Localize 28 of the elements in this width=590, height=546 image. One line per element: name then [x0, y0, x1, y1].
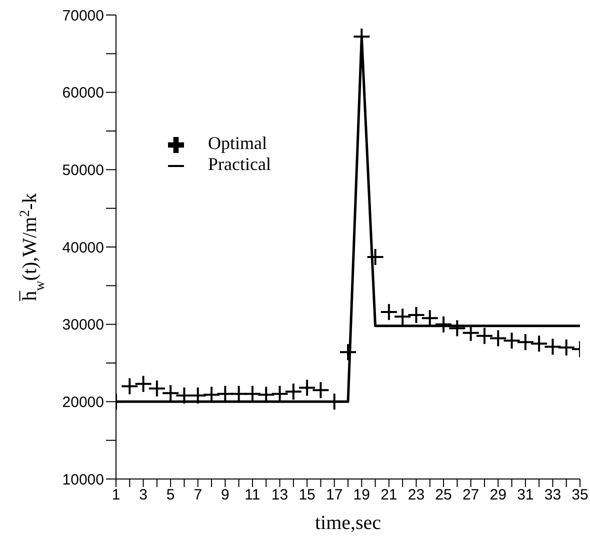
y-tick-label: 10000 [62, 471, 104, 488]
x-tick-label: 17 [326, 486, 343, 504]
y-tick-label: 30000 [62, 316, 104, 334]
x-tick-label: 19 [353, 486, 370, 504]
x-tick-label: 29 [490, 486, 506, 504]
x-tick-label: 33 [544, 486, 562, 504]
x-tick-label: 3 [139, 486, 148, 504]
x-tick-label: 31 [517, 486, 534, 504]
y-tick-label: 50000 [62, 162, 104, 179]
x-tick-label: 23 [408, 486, 425, 504]
x-tick-label: 35 [572, 486, 588, 504]
y-tick-label: 60000 [62, 84, 104, 102]
x-axis-title: time,sec [314, 512, 382, 534]
x-tick-label: 21 [380, 486, 398, 504]
x-tick-label: 27 [462, 486, 480, 504]
y-tick-label: 70000 [62, 7, 104, 24]
x-tick-label: 13 [271, 486, 288, 504]
y-tick-label: 40000 [62, 239, 104, 256]
x-tick-label: 15 [298, 486, 316, 504]
x-tick-label: 1 [112, 486, 120, 504]
x-tick-label: 5 [166, 486, 175, 504]
legend-label: Practical [208, 154, 271, 174]
x-tick-label: 11 [244, 486, 260, 504]
y-tick-label: 20000 [62, 394, 104, 411]
x-tick-label: 25 [435, 486, 452, 504]
x-tick-label: 9 [221, 486, 230, 504]
x-tick-label: 7 [194, 486, 202, 504]
legend-label: Optimal [208, 133, 267, 153]
